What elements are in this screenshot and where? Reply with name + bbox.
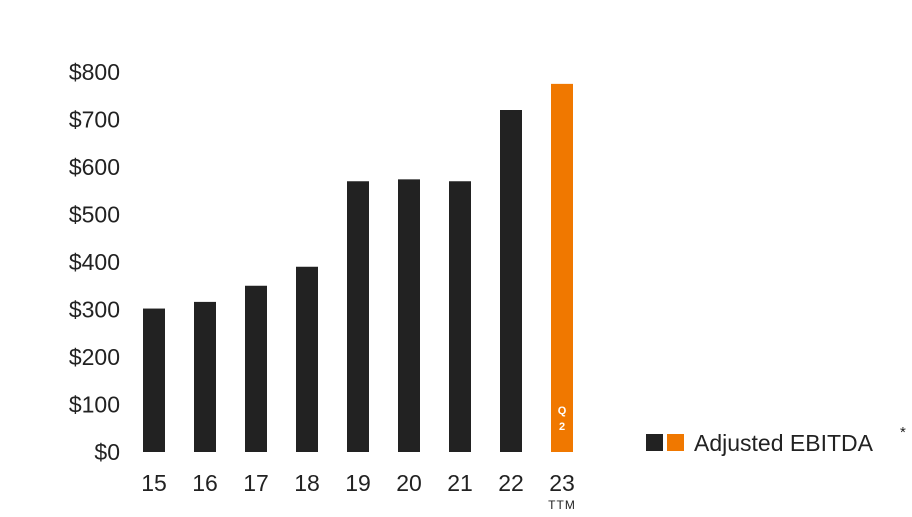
bar-inner-label: 2 — [559, 421, 565, 433]
y-tick-label: $200 — [69, 344, 120, 370]
legend-label: Adjusted EBITDA — [694, 430, 874, 456]
bar — [143, 308, 165, 452]
x-tick-label: 21 — [447, 470, 473, 496]
x-axis: 15 16 17 18 19 20 21 22 23 TTM — [141, 470, 576, 512]
x-tick-label: 19 — [345, 470, 371, 496]
y-axis: $0 $100 $200 $300 $400 $500 $600 $700 $800 — [69, 59, 120, 465]
bar — [194, 301, 216, 452]
y-tick-label: $0 — [94, 439, 120, 465]
bar — [347, 181, 369, 452]
y-tick-label: $700 — [69, 107, 120, 133]
y-tick-label: $300 — [69, 297, 120, 323]
y-tick-label: $400 — [69, 249, 120, 275]
legend-footnote-marker: * — [900, 424, 906, 441]
x-tick-label: 18 — [294, 470, 320, 496]
x-tick-label: 22 — [498, 470, 524, 496]
x-tick-label: 17 — [243, 470, 269, 496]
bar — [245, 285, 267, 452]
bars: Q2 — [143, 83, 573, 452]
highlight-bar — [551, 83, 573, 452]
bar — [398, 179, 420, 452]
y-tick-label: $600 — [69, 154, 120, 180]
bar-inner-label: Q — [558, 405, 567, 417]
x-tick-sublabel: TTM — [548, 498, 576, 512]
bar — [500, 110, 522, 452]
x-tick-label: 15 — [141, 470, 167, 496]
x-tick-label: 23 — [549, 470, 575, 496]
y-tick-label: $500 — [69, 202, 120, 228]
x-tick-label: 16 — [192, 470, 218, 496]
bar — [296, 266, 318, 452]
legend-swatch-orange — [667, 434, 684, 451]
x-tick-label: 20 — [396, 470, 422, 496]
legend: Adjusted EBITDA * — [646, 424, 906, 456]
y-tick-label: $800 — [69, 59, 120, 85]
bar — [449, 181, 471, 452]
y-tick-label: $100 — [69, 392, 120, 418]
legend-swatch-dark — [646, 434, 663, 451]
